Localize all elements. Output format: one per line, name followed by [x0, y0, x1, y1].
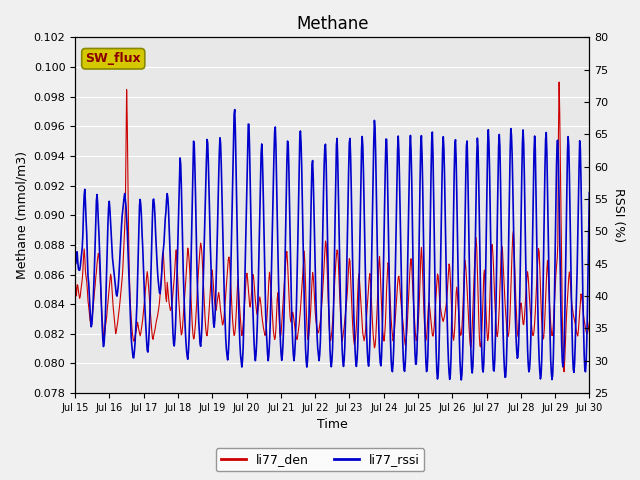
Y-axis label: RSSI (%): RSSI (%): [612, 188, 625, 242]
X-axis label: Time: Time: [317, 419, 348, 432]
Y-axis label: Methane (mmol/m3): Methane (mmol/m3): [15, 151, 28, 279]
Legend: li77_den, li77_rssi: li77_den, li77_rssi: [216, 448, 424, 471]
Text: SW_flux: SW_flux: [85, 52, 141, 65]
Title: Methane: Methane: [296, 15, 369, 33]
